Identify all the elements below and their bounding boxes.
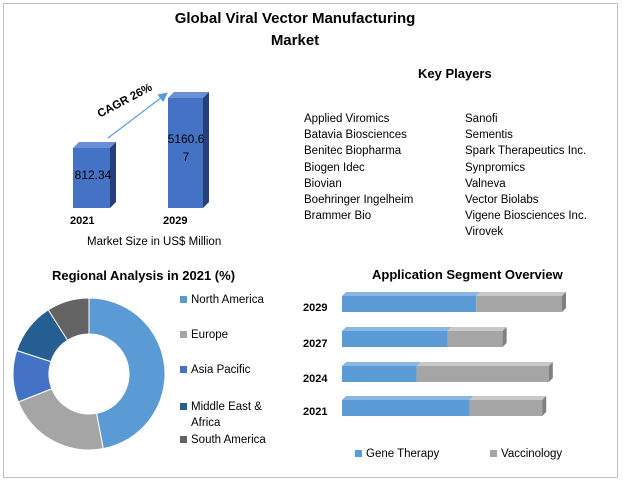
market-size-caption: Market Size in US$ Million <box>87 236 222 248</box>
donut-slice-south-america <box>47 297 90 341</box>
legend-swatch <box>355 450 362 457</box>
app-year-label: 2021 <box>303 406 328 418</box>
key-player: Vigene Biosciences Inc. <box>465 210 587 223</box>
key-player: Synpromics <box>465 161 526 174</box>
market-size-chart <box>73 92 209 208</box>
legend-swatch <box>180 296 187 303</box>
bar-segment-top <box>476 292 566 296</box>
market-value-2029: 5160.6 7 <box>167 132 205 164</box>
legend-item-europe: Europe <box>180 329 228 341</box>
bar-side <box>542 396 547 416</box>
app-year-label: 2029 <box>303 302 328 314</box>
market-bar-2029 <box>168 92 209 208</box>
key-player: Biovian <box>304 177 342 190</box>
application-bar-chart <box>342 292 566 416</box>
bar-segment-top <box>342 327 452 331</box>
infographic-frame <box>3 3 618 478</box>
legend-item-north-america: North America <box>180 294 264 306</box>
legend-swatch <box>490 450 497 457</box>
app-bar-2024 <box>342 362 553 382</box>
legend-swatch <box>180 331 187 338</box>
key-player: Vector Biolabs <box>465 194 539 207</box>
bar-side <box>502 327 507 347</box>
app-bar-2029 <box>342 292 566 312</box>
legend-item-middle-east-africa: Middle East & Africa <box>180 399 262 431</box>
app-bar-2021 <box>342 396 547 416</box>
app-year-label: 2024 <box>303 373 328 385</box>
donut-slice-north-america <box>88 297 166 450</box>
app-bar-2027 <box>342 327 507 347</box>
bar-side <box>548 362 553 382</box>
bar-segment-vaccinology <box>469 400 543 416</box>
key-player: Batavia Biosciences <box>304 129 407 142</box>
bar-segment-gene-therapy <box>342 366 417 382</box>
key-player: Applied Viromics <box>304 113 390 125</box>
legend-item-gene-therapy: Gene Therapy <box>355 448 439 460</box>
legend-item-vaccinology: Vaccinology <box>490 448 562 460</box>
bar-segment-top <box>342 396 474 400</box>
key-player: Boehringer Ingelheim <box>304 194 414 207</box>
legend-item-asia-pacific: Asia Pacific <box>180 364 250 376</box>
bar-segment-top <box>447 327 507 331</box>
app-year-label: 2027 <box>303 338 328 350</box>
cagr-arrow <box>107 92 168 139</box>
market-value-2021: 812.34 <box>74 168 112 182</box>
regional-title: Regional Analysis in 2021 (%) <box>52 268 236 283</box>
key-players-title: Key Players <box>418 66 492 81</box>
bar-segment-gene-therapy <box>342 331 448 347</box>
legend-swatch <box>180 436 187 443</box>
bar-segment-gene-therapy <box>342 296 477 312</box>
bar-segment-vaccinology <box>416 366 549 382</box>
key-players-column-2: Sanofi Sementis Spark Therapeutics Inc. … <box>465 111 587 241</box>
bar-segment-top <box>342 362 421 366</box>
market-year-2029: 2029 <box>163 215 188 227</box>
key-player: Valneva <box>465 177 506 190</box>
market-year-2021: 2021 <box>70 215 95 227</box>
regional-donut-chart <box>12 297 166 451</box>
bar-side <box>562 292 566 312</box>
bar-segment-top <box>416 362 553 366</box>
key-player: Sanofi <box>465 113 498 125</box>
key-players-column-1: Applied Viromics Batavia Biosciences Ben… <box>304 111 413 224</box>
key-player: Sementis <box>465 129 513 142</box>
key-player: Benitec Biopharma <box>304 145 402 158</box>
legend-swatch <box>180 403 187 410</box>
key-player: Spark Therapeutics Inc. <box>465 145 587 158</box>
key-player: Brammer Bio <box>304 210 372 223</box>
bar-segment-vaccinology <box>447 331 503 347</box>
bar-segment-top <box>342 292 481 296</box>
key-player: Biogen Idec <box>304 161 365 174</box>
application-title: Application Segment Overview <box>372 267 563 282</box>
market-bar-2021 <box>73 142 116 208</box>
bar-segment-top <box>469 396 547 400</box>
page-title: Global Viral Vector Manufacturing Market <box>174 10 416 49</box>
legend-swatch <box>180 366 187 373</box>
legend-item-south-america: South America <box>180 434 266 446</box>
bar-segment-vaccinology <box>476 296 562 312</box>
donut-slice-europe <box>17 388 104 451</box>
key-player: Virovek <box>465 226 504 239</box>
bar-segment-gene-therapy <box>342 400 470 416</box>
